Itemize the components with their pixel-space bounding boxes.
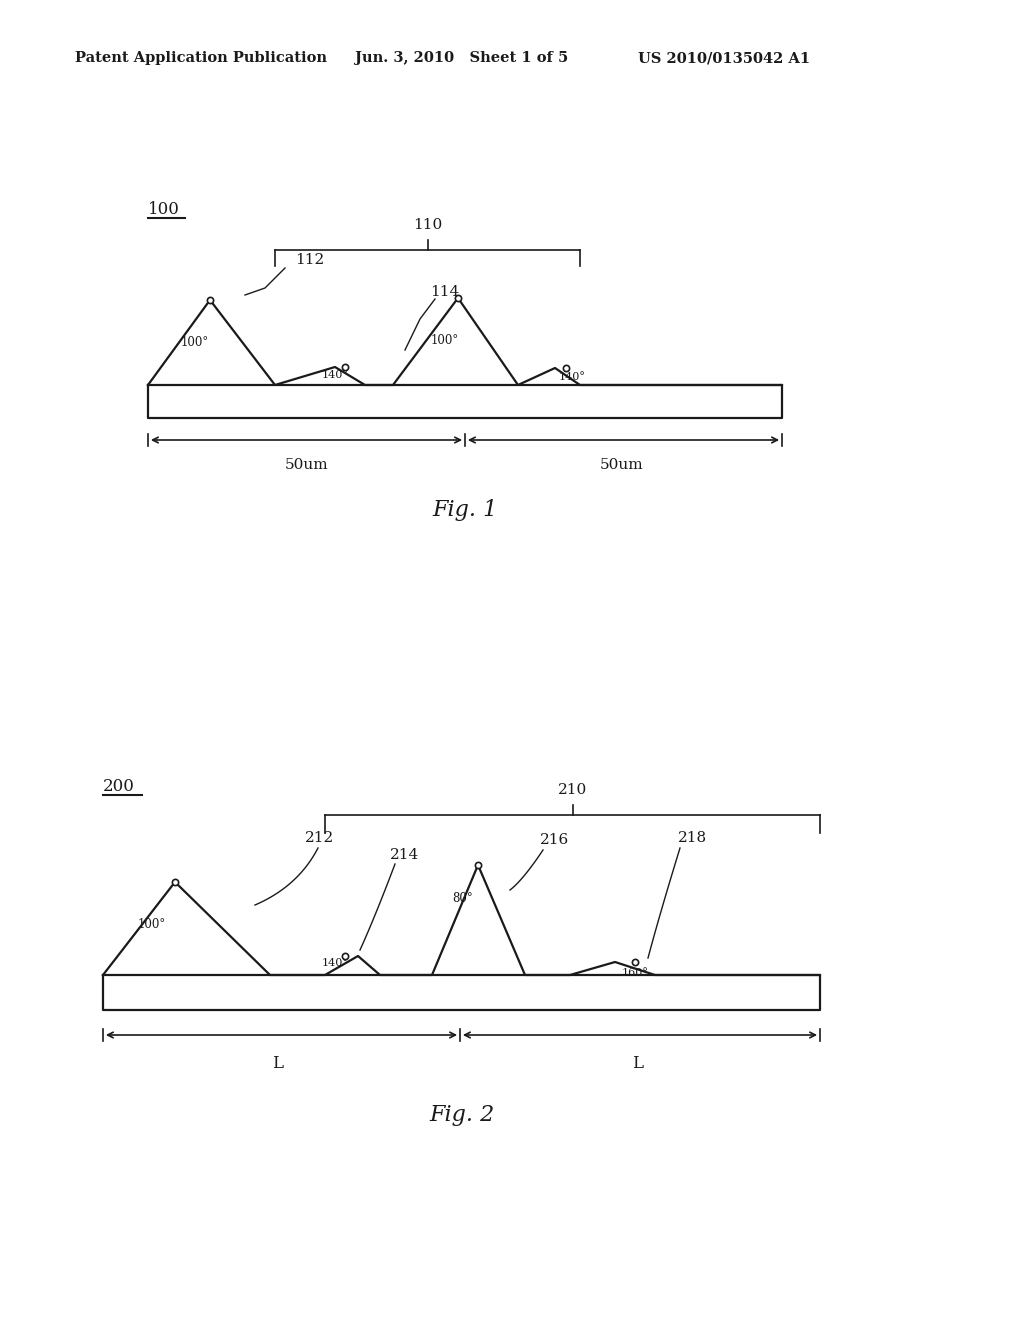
Text: 140°: 140° bbox=[558, 372, 586, 381]
Text: 210: 210 bbox=[558, 783, 587, 797]
Text: Fig. 1: Fig. 1 bbox=[432, 499, 498, 521]
Text: 114: 114 bbox=[430, 285, 459, 300]
Text: 80°: 80° bbox=[453, 891, 473, 904]
Text: 216: 216 bbox=[540, 833, 569, 847]
Text: 112: 112 bbox=[295, 253, 325, 267]
Text: 100°: 100° bbox=[138, 919, 166, 932]
Text: 160°: 160° bbox=[622, 968, 648, 978]
Text: Fig. 2: Fig. 2 bbox=[429, 1104, 495, 1126]
Text: 50um: 50um bbox=[600, 458, 644, 473]
Text: 140°: 140° bbox=[322, 958, 348, 968]
Text: 50um: 50um bbox=[286, 458, 329, 473]
Text: Patent Application Publication: Patent Application Publication bbox=[75, 51, 327, 65]
Text: 100°: 100° bbox=[181, 335, 209, 348]
Text: 212: 212 bbox=[305, 832, 334, 845]
Text: 214: 214 bbox=[390, 847, 419, 862]
Text: L: L bbox=[272, 1055, 284, 1072]
Text: US 2010/0135042 A1: US 2010/0135042 A1 bbox=[638, 51, 810, 65]
Text: 100°: 100° bbox=[431, 334, 459, 346]
Text: Jun. 3, 2010   Sheet 1 of 5: Jun. 3, 2010 Sheet 1 of 5 bbox=[355, 51, 568, 65]
Text: 110: 110 bbox=[413, 218, 442, 232]
Text: L: L bbox=[633, 1055, 643, 1072]
Text: 200: 200 bbox=[103, 777, 135, 795]
Text: 140°: 140° bbox=[322, 370, 348, 380]
Text: 218: 218 bbox=[678, 832, 708, 845]
Text: 100: 100 bbox=[148, 201, 180, 218]
